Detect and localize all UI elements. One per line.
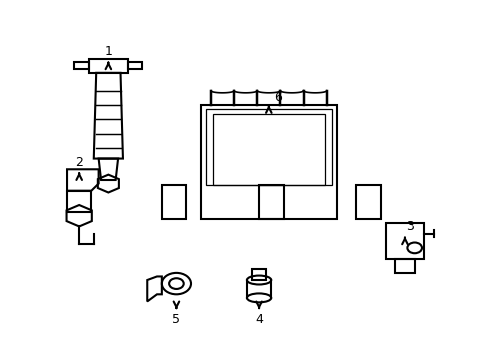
Text: 2: 2 — [75, 156, 83, 168]
Text: 4: 4 — [255, 313, 263, 326]
Text: 3: 3 — [405, 220, 413, 233]
Text: 6: 6 — [274, 91, 282, 104]
Text: 1: 1 — [104, 45, 112, 58]
Text: 5: 5 — [172, 313, 180, 326]
